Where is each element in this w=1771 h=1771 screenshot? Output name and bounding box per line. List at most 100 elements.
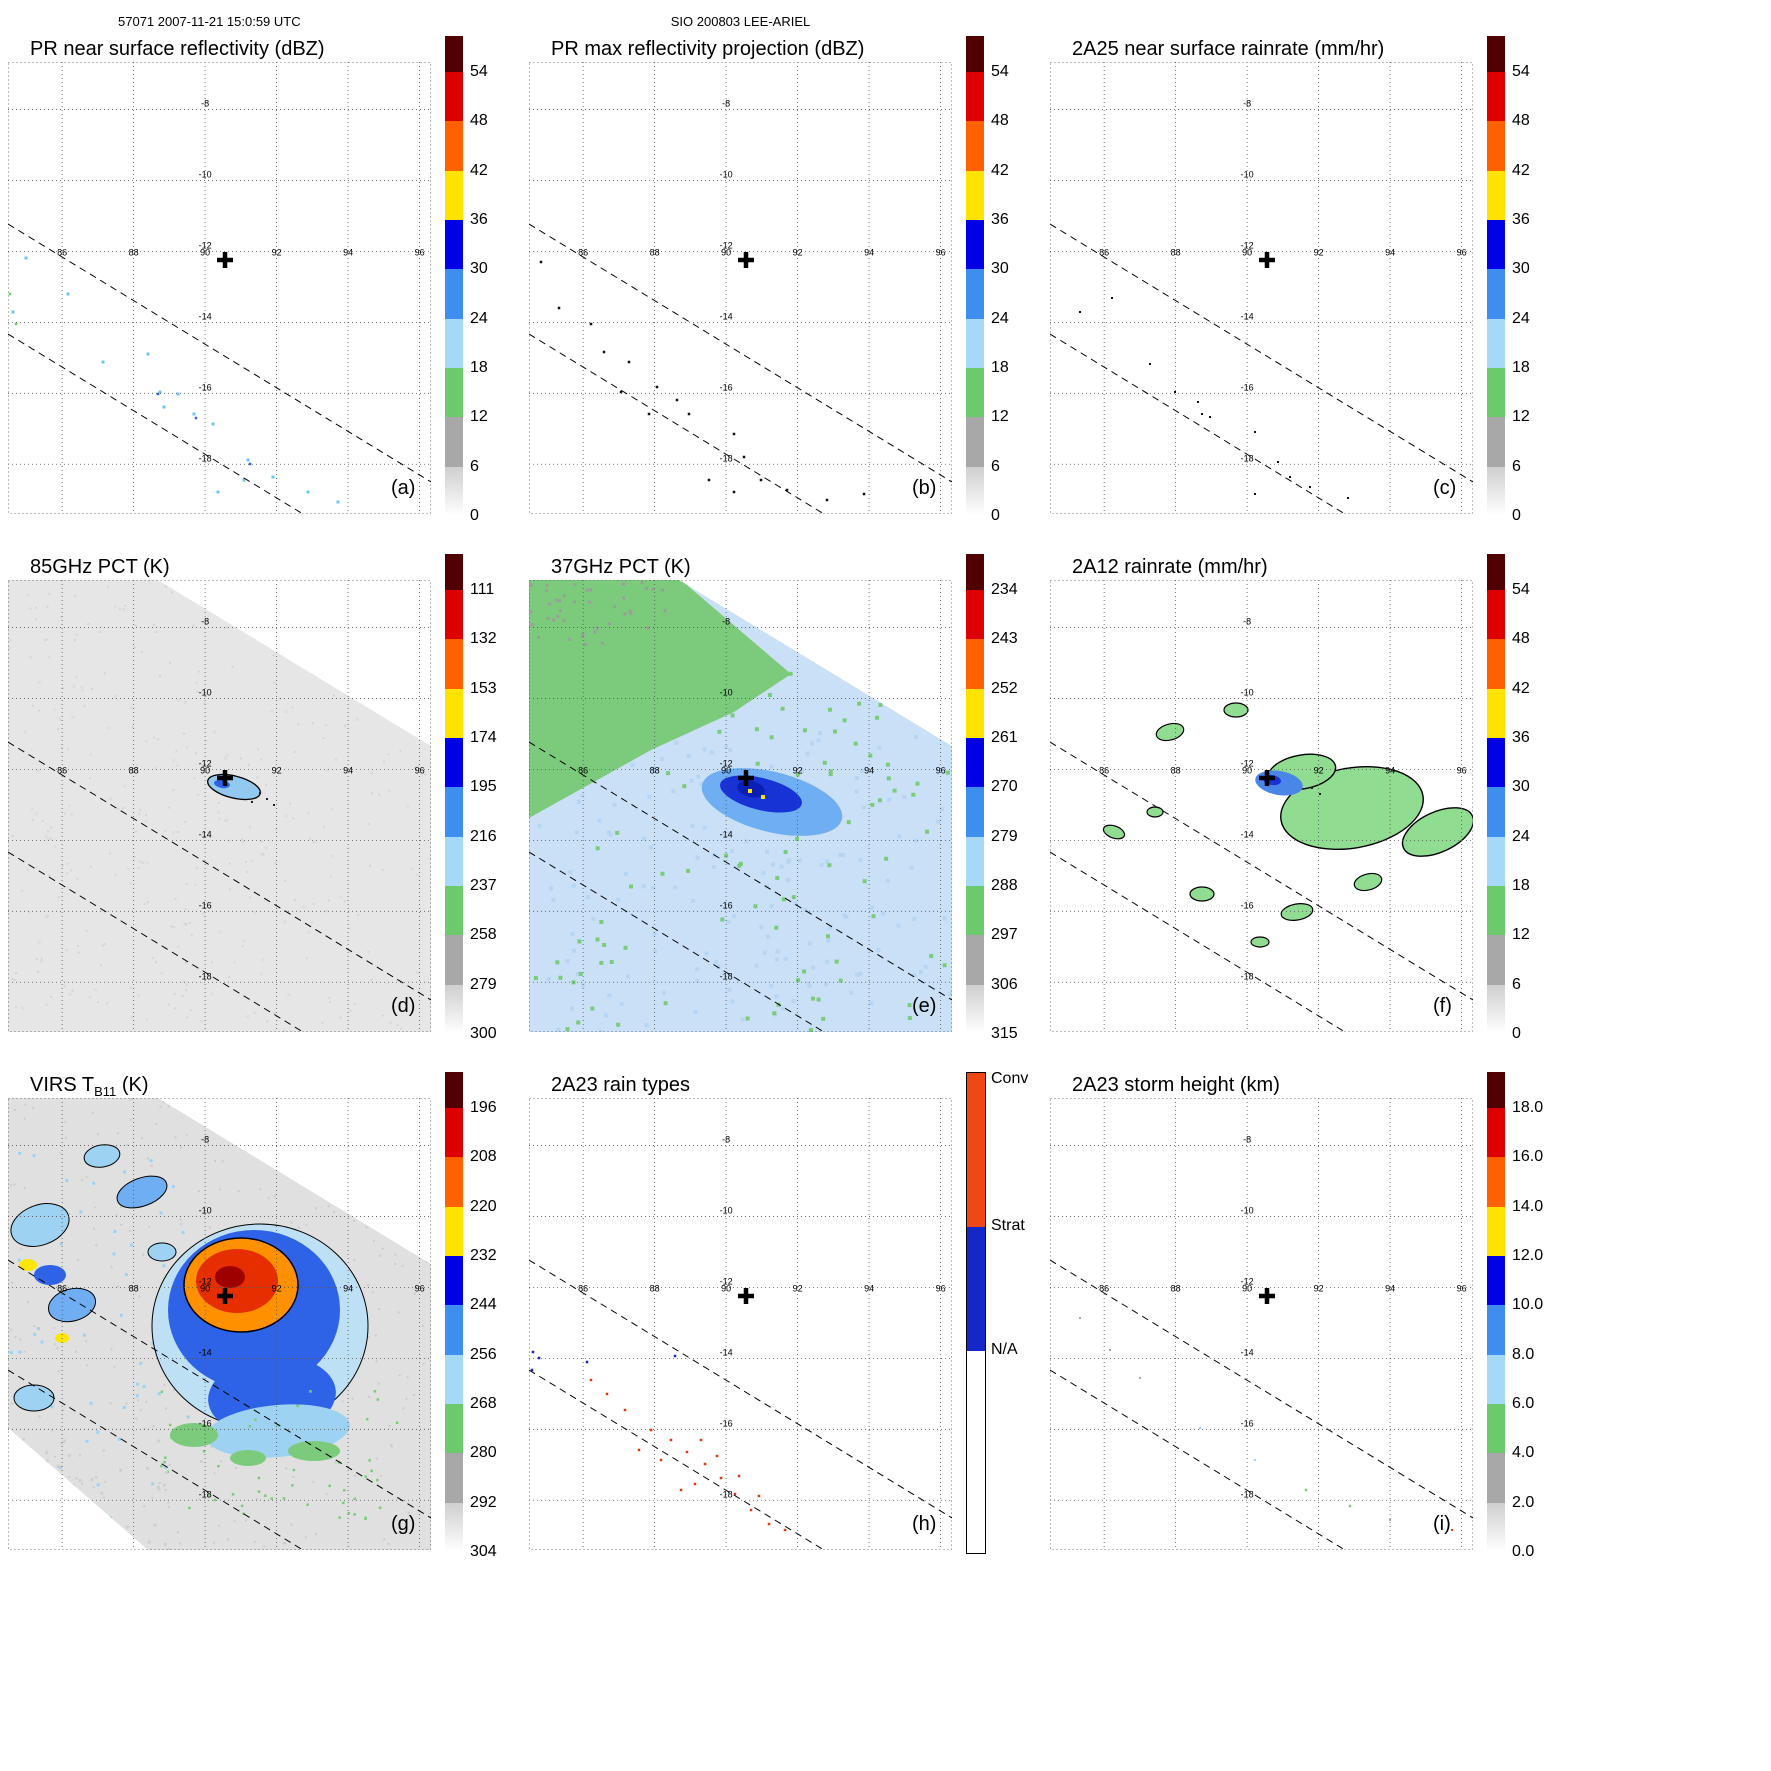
- longitude-label: 96: [415, 765, 425, 775]
- colorbar-segment: [1487, 269, 1505, 319]
- colorbar-segment: [1487, 1305, 1505, 1355]
- colorbar-segment: [445, 737, 463, 788]
- latitude-label: -16: [199, 1418, 212, 1428]
- colorbar-segment: [1487, 1354, 1505, 1404]
- colorbar-segment: [445, 1502, 463, 1552]
- colorbar-tick-label: 24: [991, 309, 1009, 327]
- longitude-label: 88: [650, 1283, 660, 1293]
- latitude-label: -8: [722, 98, 730, 108]
- latitude-label: -8: [722, 616, 730, 626]
- latitude-label: -8: [1243, 1134, 1251, 1144]
- storm-center-marker: [217, 1288, 233, 1304]
- swath-edge-lines: [528, 1259, 953, 1551]
- longitude-label: 90: [721, 1283, 731, 1293]
- colorbar-strip: [445, 36, 463, 516]
- colorbar-tick-label: 30: [470, 260, 488, 278]
- latitude-label: -10: [720, 1205, 733, 1215]
- longitude-label: 96: [1457, 1283, 1467, 1293]
- colorbar-tick-label: 6: [1512, 457, 1521, 475]
- colorbar-tick-label: 4.0: [1512, 1444, 1535, 1462]
- colorbar-segment: [445, 1255, 463, 1306]
- latitude-label: -14: [720, 1347, 733, 1357]
- grid-lines: [8, 62, 431, 514]
- grid-lines: [8, 580, 431, 1032]
- colorbar-tick-label: 48: [470, 112, 488, 130]
- colorbar-segment: [1487, 787, 1505, 837]
- colorbar-tick-label: 6: [991, 457, 1000, 475]
- grid-lines: [1050, 1098, 1473, 1550]
- coordinate-labels: 86 88 90 92 94 96 -8 -10 -12 -14 -16 -18: [1099, 1134, 1466, 1499]
- latitude-label: -10: [1241, 1205, 1254, 1215]
- longitude-label: 88: [129, 247, 139, 257]
- colorbar-b: 54 48 42 36 30 24 18 12 6 0: [966, 36, 1050, 524]
- colorbar-segment: [445, 935, 463, 985]
- storm-center-marker: [738, 770, 754, 786]
- grid-lines: [1050, 62, 1473, 514]
- colorbar-segment-conv: [967, 1073, 985, 1227]
- colorbar-tick-label: 304: [470, 1543, 497, 1560]
- colorbar-tick-label: 36: [1512, 729, 1530, 746]
- colorbar-tick-label: 220: [470, 1197, 497, 1215]
- data-layer: [530, 1350, 787, 1532]
- panel-title-h: 2A23 rain types: [551, 1074, 690, 1096]
- latitude-label: -16: [1241, 1418, 1254, 1428]
- latitude-label: -16: [1241, 382, 1254, 392]
- colorbar-segment: [1487, 36, 1505, 72]
- swath-edge-lines: [1049, 1259, 1474, 1551]
- longitude-label: 90: [1242, 1283, 1252, 1293]
- map-area-d: 86 88 90 92 94 96 -8 -10 -12 -14 -16 -18 (d): [7, 580, 432, 1033]
- panel-d: 85GHz PCT (K) 86 88 90 92 94 96 -8 -10 -12 -14 -16 -…: [7, 554, 529, 1072]
- colorbar-segment: [445, 639, 463, 689]
- colorbar-tick-label: 36: [470, 211, 488, 228]
- header-storm-name: SIO 200803 LEE-ARIEL: [670, 14, 811, 29]
- longitude-label: 90: [721, 765, 731, 775]
- panel-title-a: PR near surface reflectivity (dBZ): [30, 38, 325, 60]
- latitude-label: -18: [720, 453, 733, 463]
- colorbar-segment: [966, 219, 984, 270]
- colorbar-tick-label: 237: [470, 877, 497, 894]
- longitude-label: 88: [129, 765, 139, 775]
- latitude-label: -14: [1241, 829, 1254, 839]
- colorbar-segment: [1487, 1255, 1505, 1306]
- colorbar-segment: [966, 935, 984, 985]
- colorbar-tick-label: 244: [470, 1296, 497, 1314]
- latitude-label: -10: [720, 687, 733, 697]
- colorbar-tick-label: 292: [470, 1493, 497, 1511]
- colorbar-tick-label: N/A: [991, 1341, 1018, 1359]
- data-layer: [8, 256, 340, 504]
- colorbar-tick-label: 48: [991, 112, 1009, 130]
- longitude-label: 90: [200, 1283, 210, 1293]
- map-g: 86 88 90 92 94 96 -8 -10 -12 -14 -16 -18 (g): [7, 1098, 432, 1551]
- latitude-label: -12: [1241, 758, 1254, 768]
- colorbar-segment: [966, 367, 984, 418]
- longitude-label: 90: [1242, 247, 1252, 257]
- colorbar-segment: [445, 417, 463, 467]
- swath-edge-lines: [7, 741, 432, 1033]
- longitude-label: 96: [936, 247, 946, 257]
- colorbar-tick-label: 12: [1512, 926, 1530, 944]
- latitude-label: -18: [720, 1489, 733, 1499]
- storm-center-marker: [738, 1288, 754, 1304]
- longitude-label: 92: [272, 1283, 282, 1293]
- colorbar-strip: [1487, 554, 1505, 1034]
- colorbar-segment: [966, 737, 984, 788]
- colorbar-segment: [1487, 1502, 1505, 1552]
- latitude-label: -8: [1243, 616, 1251, 626]
- colorbar-segment: [1487, 1072, 1505, 1108]
- longitude-label: 94: [864, 1283, 874, 1293]
- longitude-label: 92: [793, 1283, 803, 1293]
- panel-c: 2A25 near surface rainrate (mm/hr) 86 88 90…: [1049, 36, 1571, 554]
- colorbar-strip: [445, 554, 463, 1034]
- colorbar-segment: [445, 466, 463, 516]
- longitude-label: 92: [793, 765, 803, 775]
- colorbar-tick-label: 268: [470, 1395, 497, 1412]
- latitude-label: -18: [1241, 971, 1254, 981]
- colorbar-tick-label: 30: [1512, 778, 1530, 796]
- panel-title-i: 2A23 storm height (km): [1072, 1074, 1280, 1096]
- colorbar-segment: [445, 590, 463, 640]
- longitude-label: 90: [200, 247, 210, 257]
- colorbar-segment: [966, 836, 984, 886]
- map-c: 86 88 90 92 94 96 -8 -10 -12 -14 -16 -18 (c): [1049, 62, 1474, 515]
- longitude-label: 96: [1457, 765, 1467, 775]
- latitude-label: -10: [199, 169, 212, 179]
